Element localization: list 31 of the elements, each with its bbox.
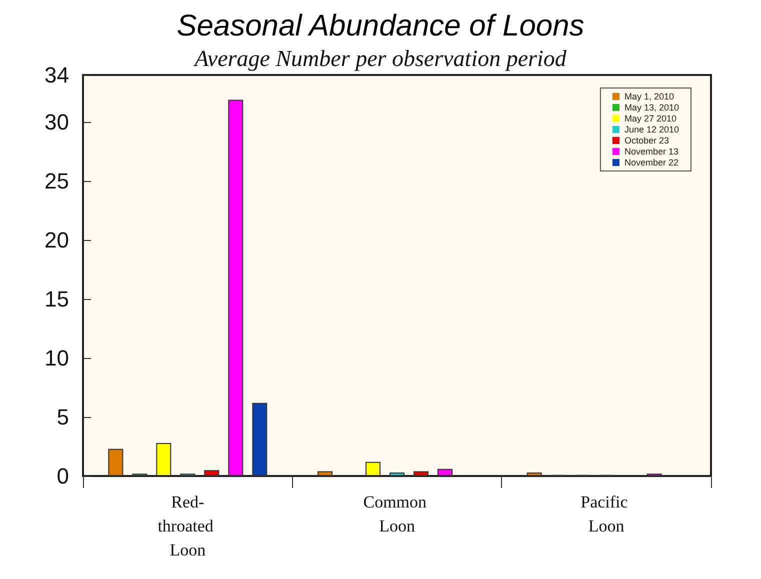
legend-label: May 27 2010 bbox=[624, 114, 676, 124]
y-tick-label: 15 bbox=[44, 286, 69, 312]
bar bbox=[318, 471, 332, 476]
bar bbox=[204, 470, 220, 476]
bar bbox=[390, 472, 404, 476]
chart-subtitle: Average Number per observation period bbox=[192, 46, 567, 71]
legend-label: May 13, 2010 bbox=[624, 102, 679, 112]
legend-label: June 12 2010 bbox=[624, 124, 680, 134]
x-tick-label: Common Loon bbox=[363, 492, 431, 536]
y-tick-label: 25 bbox=[44, 168, 69, 194]
legend-label: November 13 bbox=[624, 146, 678, 156]
y-tick-label: 34 bbox=[44, 62, 69, 88]
bar bbox=[414, 471, 428, 476]
bar bbox=[228, 100, 244, 476]
bar bbox=[438, 468, 452, 476]
legend-label: May 1, 2010 bbox=[624, 92, 674, 102]
y-tick-label: 30 bbox=[44, 110, 69, 135]
x-tick-label: Red-throated Loon bbox=[158, 492, 218, 560]
bar bbox=[366, 462, 380, 476]
x-tick-label: Pacific Loon bbox=[580, 492, 632, 536]
y-tick-label: 20 bbox=[44, 228, 69, 253]
y-tick-label: 10 bbox=[44, 346, 69, 371]
y-tick-label: 5 bbox=[56, 404, 69, 430]
bar bbox=[108, 448, 124, 476]
bar bbox=[252, 402, 268, 476]
legend-label: October 23 bbox=[624, 136, 669, 146]
y-tick-label: 0 bbox=[56, 464, 69, 488]
legend-label: November 22 bbox=[624, 158, 678, 168]
chart-title: Seasonal Abundance of Loons bbox=[176, 10, 584, 42]
bar bbox=[526, 472, 542, 476]
bar bbox=[156, 442, 172, 476]
